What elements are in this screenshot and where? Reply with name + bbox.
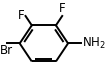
Text: F: F [18,10,24,22]
Text: NH$_2$: NH$_2$ [82,36,106,51]
Text: F: F [58,2,65,15]
Text: Br: Br [0,44,13,57]
